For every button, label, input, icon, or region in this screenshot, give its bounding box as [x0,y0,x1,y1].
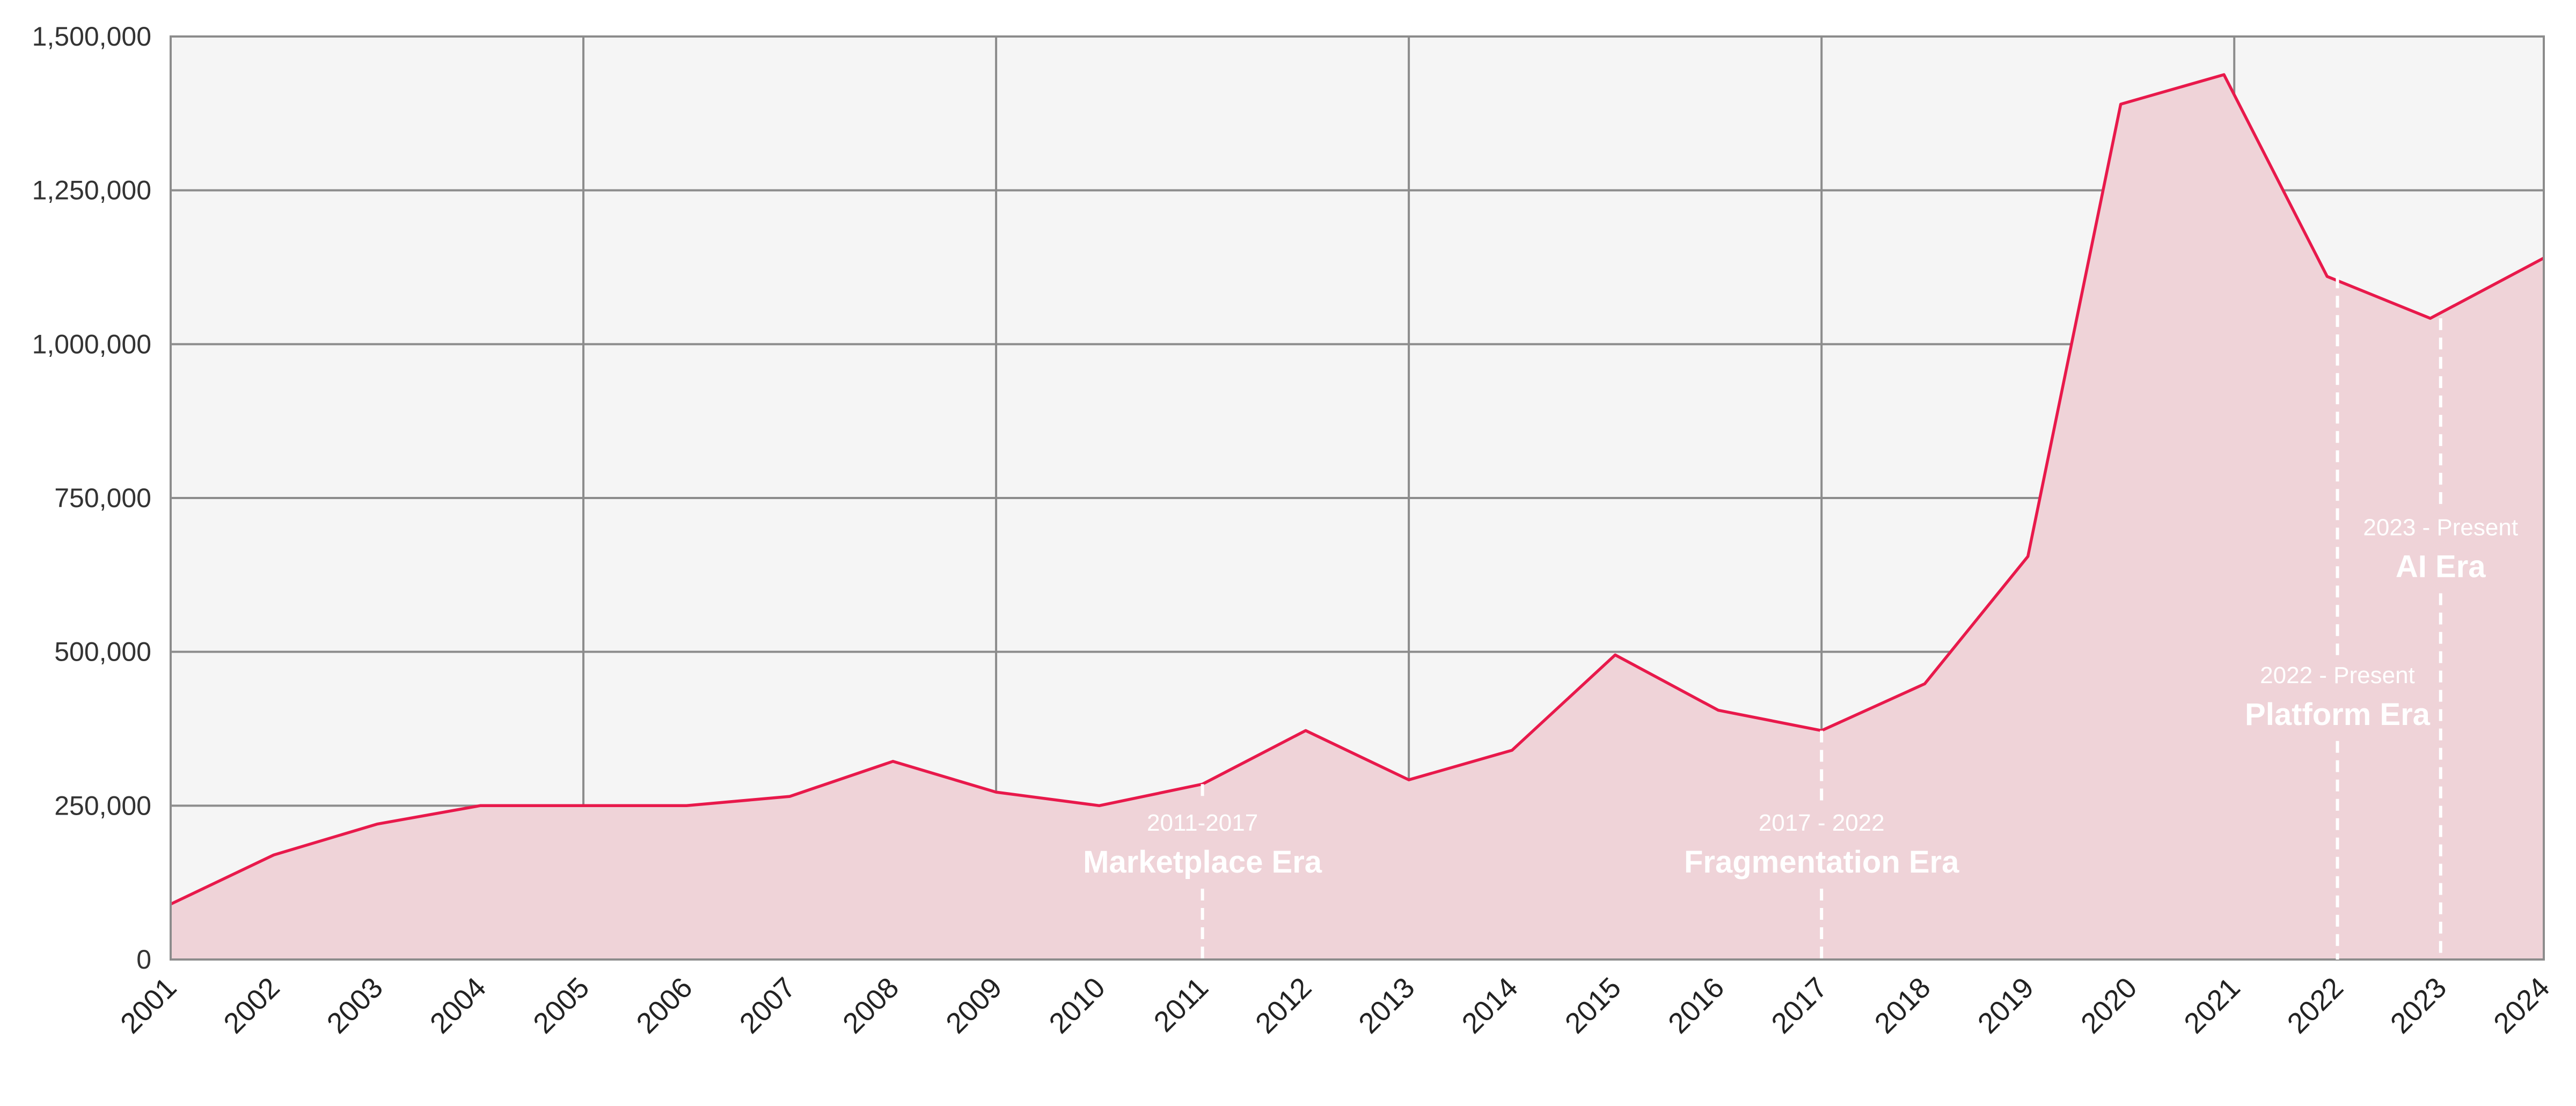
y-tick-label: 250,000 [54,790,151,821]
x-tick-label: 2008 [837,971,905,1039]
x-tick-label: 2004 [424,971,492,1039]
era-name-label: Fragmentation Era [1684,845,1959,880]
x-tick-label: 2002 [217,971,286,1039]
x-tick-label: 2018 [1869,971,1937,1039]
y-tick-label: 750,000 [54,483,151,513]
x-tick-label: 2021 [2178,971,2246,1039]
x-tick-label: 2011 [1148,971,1215,1038]
x-tick-label: 2024 [2487,971,2556,1039]
era-annotation-3: 2023 - Present AI Era [2363,318,2518,959]
y-tick-label: 500,000 [54,637,151,667]
x-tick-label: 2003 [321,971,389,1039]
x-tick-label: 2010 [1043,971,1111,1039]
x-tick-label: 2013 [1352,971,1421,1039]
era-name-label: Platform Era [2245,697,2431,732]
x-tick-label: 2012 [1249,971,1318,1039]
x-tick-label: 2005 [527,971,595,1039]
x-tick-label: 2022 [2281,971,2350,1039]
x-tick-label: 2020 [2075,971,2143,1039]
x-tick-label: 2007 [734,971,802,1039]
y-tick-label: 1,250,000 [32,175,151,206]
era-name-label: Marketplace Era [1083,845,1322,880]
x-tick-label: 2009 [940,971,1008,1039]
x-axis: 2001 2002 2003 2004 2005 2006 2007 2008 2009 2010… [114,971,2556,1039]
era-annotations: 2011-2017 Marketplace Era 2017 - 2022 Fragm… [1083,276,2518,959]
y-tick-label: 0 [136,944,151,975]
x-tick-label: 2023 [2384,971,2453,1039]
x-tick-label: 2017 [1765,971,1833,1039]
era-annotation-0: 2011-2017 Marketplace Era [1083,784,1322,959]
x-tick-label: 2001 [114,971,182,1039]
era-name-label: AI Era [2396,550,2486,584]
x-tick-label: 2006 [630,971,698,1039]
y-axis: 0 250,000 500,000 750,000 1,000,000 1,250,000… [32,21,151,975]
plot-frame [170,35,2545,961]
y-tick-label: 1,500,000 [32,21,151,52]
area-fill [171,75,2544,960]
x-tick-label: 2014 [1455,971,1524,1039]
x-tick-label: 2019 [1972,971,2040,1039]
era-range-label: 2022 - Present [2260,662,2415,688]
series-line [170,73,2545,906]
era-annotation-2: 2022 - Present Platform Era [2245,276,2431,959]
era-annotation-1: 2017 - 2022 Fragmentation Era [1684,730,1959,959]
era-range-label: 2017 - 2022 [1759,810,1885,836]
y-tick-label: 1,000,000 [32,329,151,359]
era-range-label: 2023 - Present [2363,515,2518,541]
x-tick-label: 2016 [1662,971,1730,1039]
x-tick-label: 2015 [1559,971,1627,1039]
era-range-label: 2011-2017 [1147,810,1258,836]
